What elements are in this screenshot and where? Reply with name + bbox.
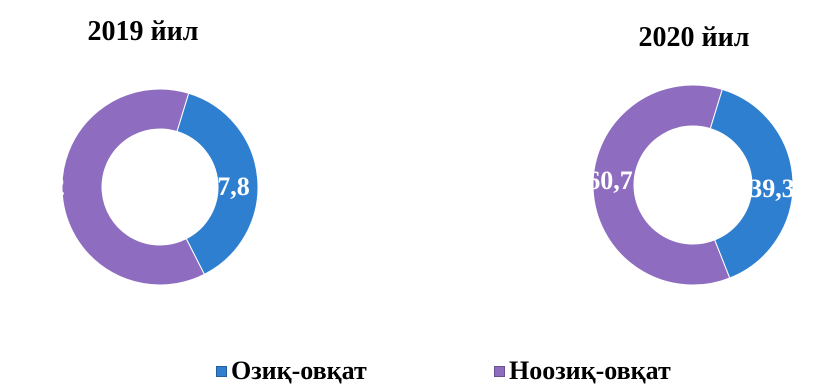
data-label-nonfood: 60,7 [587, 166, 633, 195]
legend-item-nonfood: Ноозиқ-овқат [494, 356, 671, 386]
donut-chart-2019: 2019 йил 37,8 62,2 [0, 0, 400, 330]
data-label-nonfood: 62,2 [19, 172, 65, 201]
donut-slice-nonfood [592, 84, 731, 286]
legend-label: Озиқ-овқат [231, 356, 367, 385]
legend-item-food: Озиқ-овқат [216, 356, 367, 386]
legend: Озиқ-овқат Ноозиқ-овқат [0, 356, 817, 392]
chart-title: 2020 йил [638, 22, 750, 53]
donut-slice-nonfood [61, 88, 206, 286]
donut-slice-food [176, 92, 259, 276]
legend-label: Ноозиқ-овқат [509, 356, 671, 385]
data-label-food: 39,3 [749, 174, 795, 203]
data-label-food: 37,8 [204, 172, 250, 201]
donut-chart-2020: 2020 йил 39,3 60,7 [400, 0, 817, 330]
legend-swatch-food [216, 365, 227, 377]
donut-svg: 37,8 62,2 [19, 88, 259, 286]
chart-title: 2019 йил [87, 16, 199, 47]
legend-swatch-nonfood [494, 365, 505, 377]
donut-slice-food [709, 88, 794, 279]
donut-svg: 39,3 60,7 [587, 84, 795, 286]
